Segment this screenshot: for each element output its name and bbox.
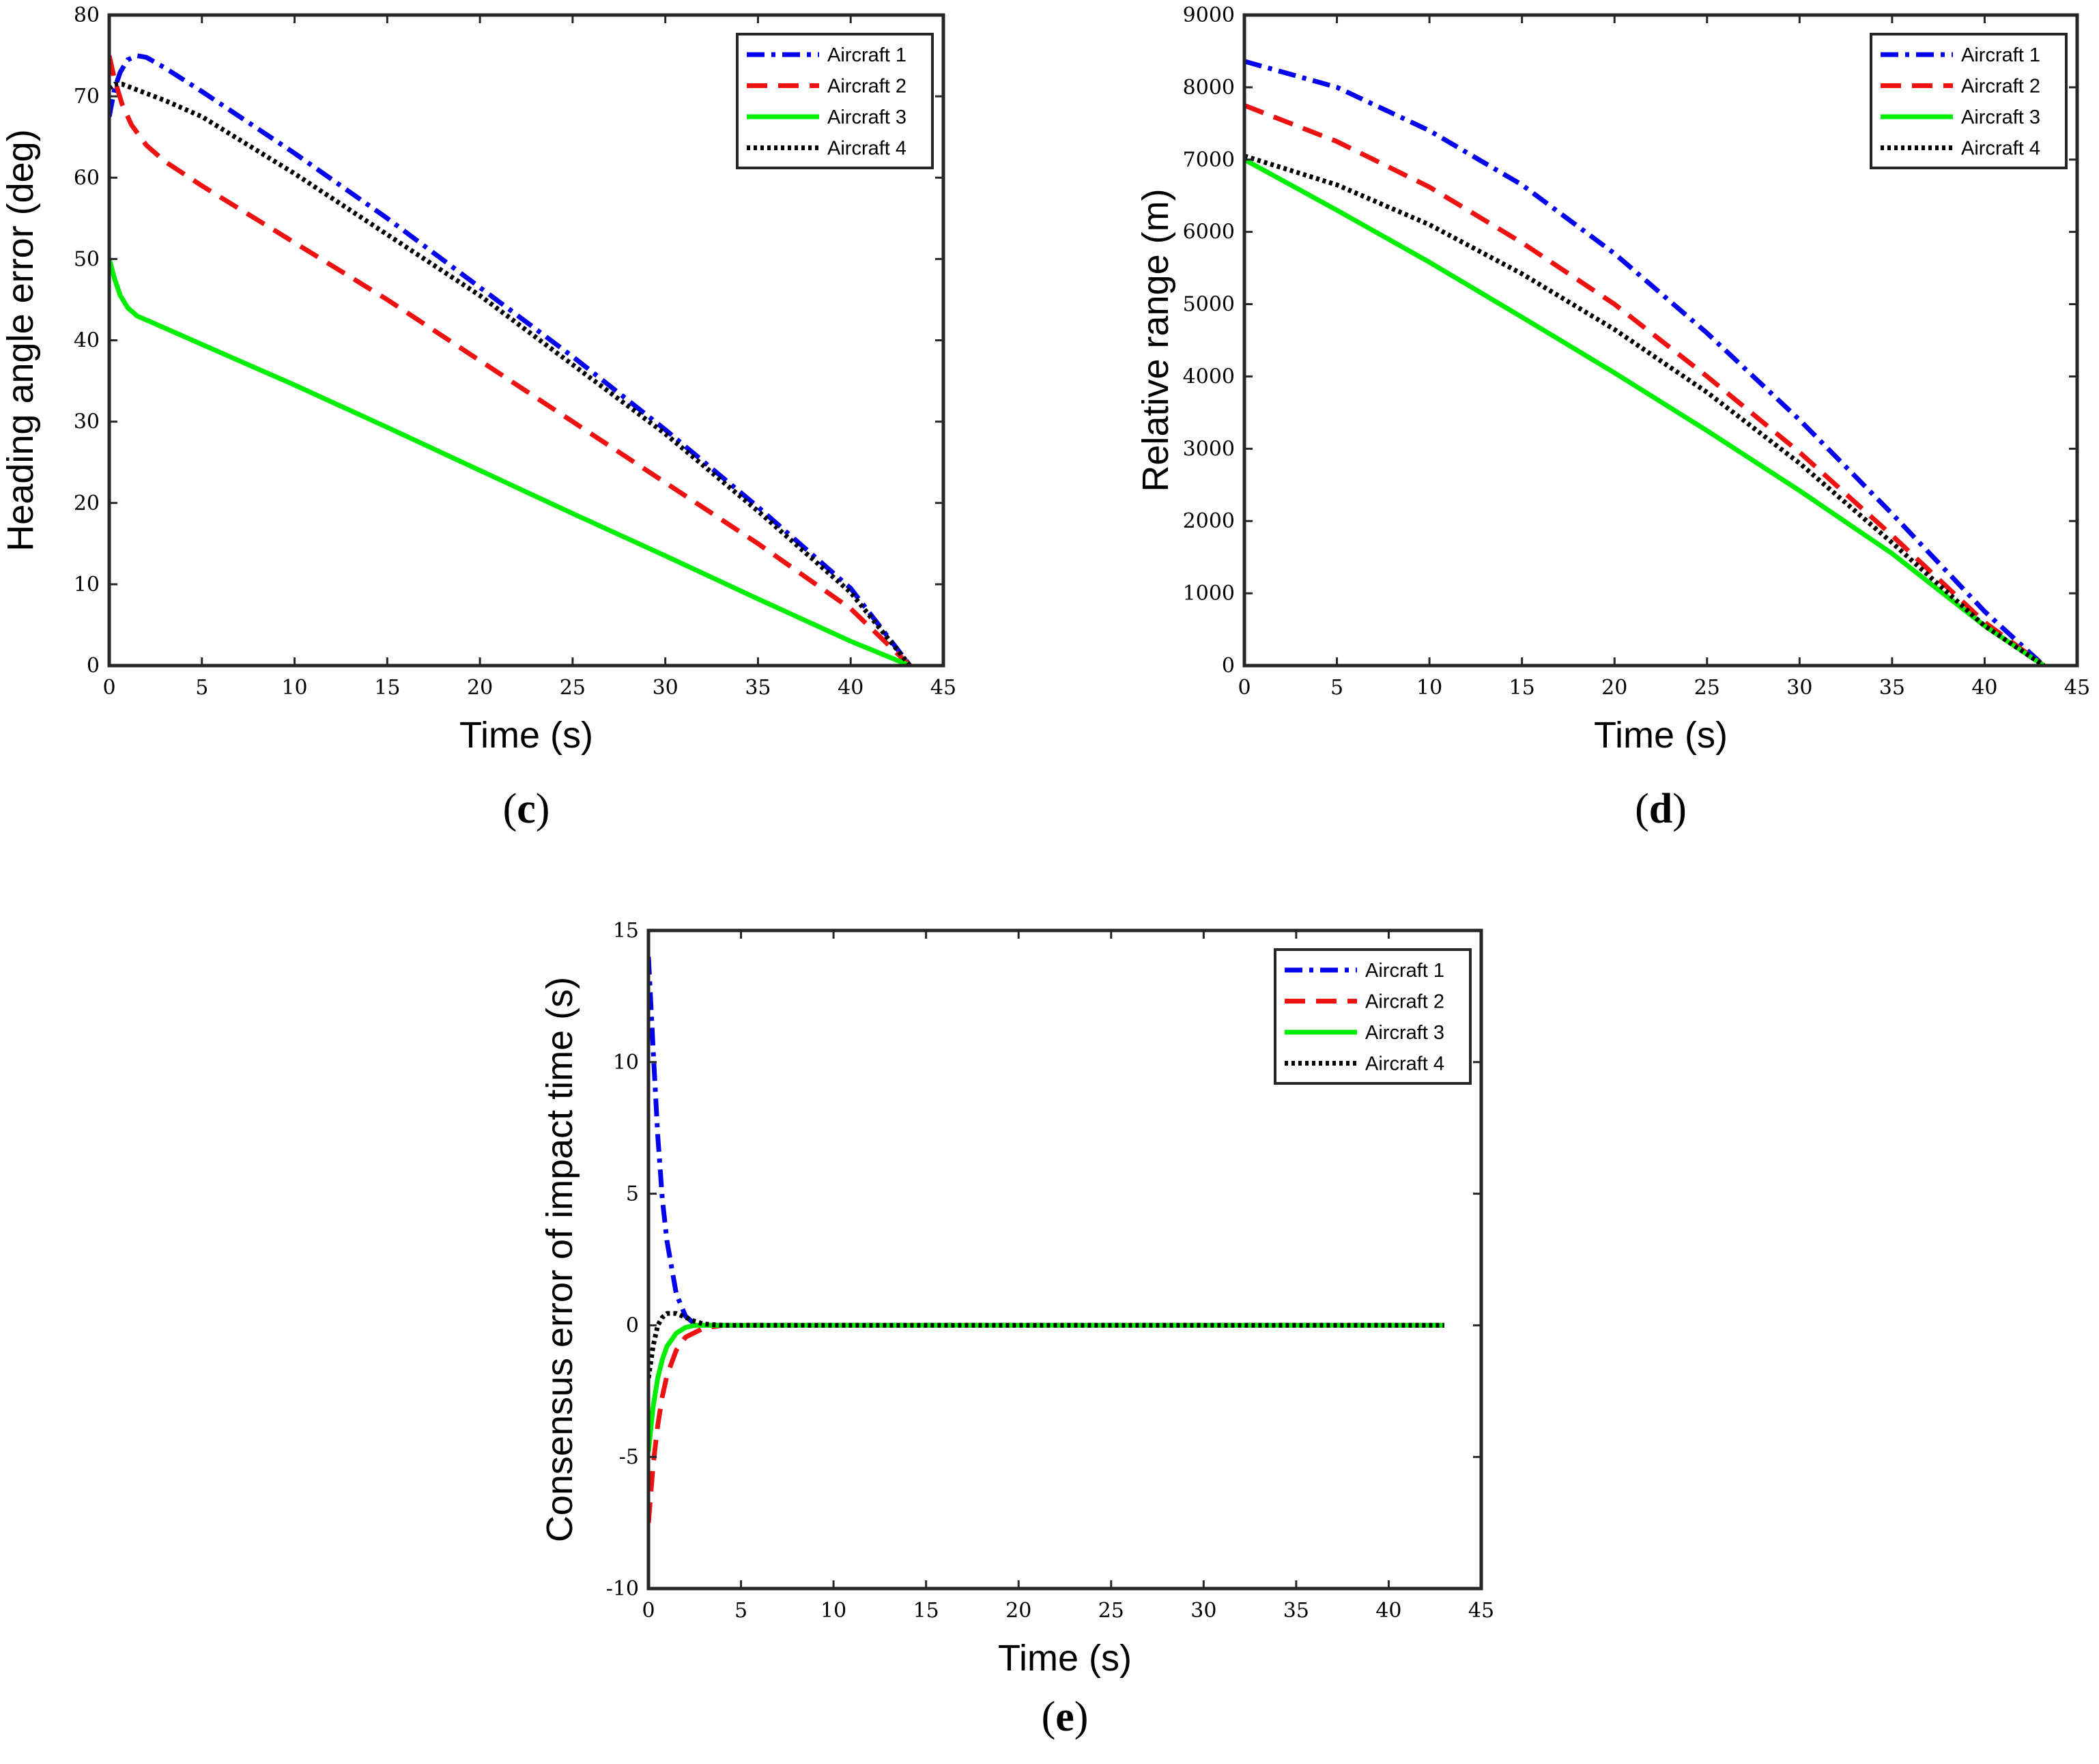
y-tick-label-c: 40 bbox=[74, 329, 100, 353]
plot-area-e bbox=[646, 928, 1483, 1591]
series-line-c-4 bbox=[109, 81, 912, 666]
y-tick-label-c: 20 bbox=[74, 492, 100, 515]
series-line-d-4 bbox=[1244, 154, 2046, 666]
panel-letter-d: d bbox=[1649, 786, 1672, 832]
legend-d: Aircraft 1 Aircraft 2 Aircraft 3 Aircraft 4 bbox=[1870, 33, 2068, 169]
x-tick-label-e: 35 bbox=[1283, 1599, 1309, 1623]
panel-label-e: (e) bbox=[1042, 1694, 1089, 1740]
legend-label-c-1: Aircraft 1 bbox=[827, 44, 906, 66]
y-tick-label-c: 30 bbox=[74, 410, 100, 434]
x-tick-label-c: 15 bbox=[374, 676, 400, 700]
x-tick-label-d: 15 bbox=[1509, 676, 1535, 700]
series-line-d-2 bbox=[1244, 103, 2046, 666]
legend-label-e-4: Aircraft 4 bbox=[1365, 1053, 1444, 1075]
legend-label-c-3: Aircraft 3 bbox=[827, 106, 906, 128]
x-axis-label-e: Time (s) bbox=[998, 1638, 1132, 1679]
x-tick-label-c: 40 bbox=[838, 676, 863, 700]
y-tick-label-c: 50 bbox=[74, 247, 100, 271]
y-tick-label-e: 15 bbox=[613, 919, 639, 943]
legend-label-c-2: Aircraft 2 bbox=[827, 76, 906, 98]
y-tick-label-c: 80 bbox=[74, 3, 100, 27]
y-tick-label-d: 4000 bbox=[1183, 365, 1235, 388]
x-tick-label-d: 40 bbox=[1971, 676, 1997, 700]
x-tick-label-d: 10 bbox=[1416, 676, 1442, 700]
y-tick-label-c: 60 bbox=[74, 166, 100, 190]
y-axis-label-e: Consensus error of impact time (s) bbox=[539, 977, 580, 1542]
legend-label-e-2: Aircraft 2 bbox=[1365, 991, 1444, 1013]
legend-label-e-3: Aircraft 3 bbox=[1365, 1022, 1444, 1044]
x-tick-label-e: 10 bbox=[820, 1599, 846, 1623]
y-tick-label-d: 6000 bbox=[1183, 220, 1235, 244]
panel-letter-e: e bbox=[1055, 1694, 1074, 1740]
x-tick-label-c: 10 bbox=[281, 676, 307, 700]
series-line-e-2 bbox=[648, 1322, 1444, 1523]
x-tick-label-c: 0 bbox=[102, 676, 115, 700]
legend-box-e bbox=[1274, 948, 1472, 1085]
series-line-c-2 bbox=[109, 55, 912, 666]
x-tick-label-c: 5 bbox=[195, 676, 208, 700]
plot-area-d bbox=[1242, 13, 2079, 668]
x-tick-label-c: 35 bbox=[745, 676, 771, 700]
x-tick-label-e: 5 bbox=[734, 1599, 747, 1623]
y-tick-label-c: 10 bbox=[74, 573, 100, 597]
chart-d: 0 5 10 15 20 25 30 35 40 45 0 1000 2000 3000 4000 5000 6… bbox=[1135, 3, 2090, 832]
legend-label-e-1: Aircraft 1 bbox=[1365, 960, 1444, 982]
x-tick-label-d: 30 bbox=[1786, 676, 1812, 700]
y-tick-label-d: 3000 bbox=[1183, 437, 1235, 461]
y-tick-label-e: 0 bbox=[626, 1313, 639, 1337]
panel-label-c: (c) bbox=[503, 786, 550, 832]
y-tick-label-c: 70 bbox=[74, 85, 100, 109]
x-tick-label-e: 25 bbox=[1098, 1599, 1124, 1623]
x-tick-label-d: 35 bbox=[1879, 676, 1905, 700]
y-tick-label-e: -10 bbox=[606, 1577, 639, 1601]
x-axis-label-c: Time (s) bbox=[459, 715, 593, 756]
x-tick-label-d: 20 bbox=[1601, 676, 1627, 700]
y-tick-label-e: 10 bbox=[613, 1051, 639, 1075]
x-tick-label-e: 0 bbox=[642, 1599, 655, 1623]
x-tick-label-e: 40 bbox=[1375, 1599, 1401, 1623]
x-tick-label-e: 45 bbox=[1468, 1599, 1494, 1623]
y-tick-label-d: 7000 bbox=[1183, 148, 1235, 172]
legend-e: Aircraft 1 Aircraft 2 Aircraft 3 Aircraft 4 bbox=[1274, 948, 1472, 1085]
legend-label-d-3: Aircraft 3 bbox=[1961, 106, 2040, 128]
series-line-d-3 bbox=[1244, 157, 2046, 666]
series-line-e-4 bbox=[648, 1311, 1444, 1379]
legend-label-d-4: Aircraft 4 bbox=[1961, 138, 2040, 160]
x-axis-label-d: Time (s) bbox=[1594, 715, 1728, 756]
legend-label-d-1: Aircraft 1 bbox=[1961, 44, 2040, 66]
x-tick-label-d: 25 bbox=[1694, 676, 1720, 700]
panel-letter-c: c bbox=[517, 786, 536, 832]
x-tick-label-d: 0 bbox=[1238, 676, 1251, 700]
series-line-c-3 bbox=[109, 258, 911, 666]
y-tick-label-d: 8000 bbox=[1183, 76, 1235, 100]
panel-label-d: (d) bbox=[1635, 786, 1687, 832]
x-tick-label-e: 20 bbox=[1005, 1599, 1031, 1623]
x-tick-label-c: 30 bbox=[653, 676, 679, 700]
x-tick-label-e: 30 bbox=[1190, 1599, 1216, 1623]
y-tick-label-d: 5000 bbox=[1183, 293, 1235, 317]
x-tick-label-c: 45 bbox=[930, 676, 956, 700]
x-tick-label-d: 5 bbox=[1330, 676, 1343, 700]
x-tick-label-c: 20 bbox=[467, 676, 493, 700]
legend-label-d-2: Aircraft 2 bbox=[1961, 76, 2040, 98]
series-line-e-3 bbox=[648, 1322, 1444, 1452]
y-tick-label-c: 0 bbox=[87, 654, 100, 678]
y-axis-label-c: Heading angle error (deg) bbox=[0, 129, 41, 551]
series-line-d-1 bbox=[1244, 59, 2046, 666]
y-tick-label-e: -5 bbox=[619, 1445, 639, 1469]
legend-label-c-4: Aircraft 4 bbox=[827, 138, 906, 160]
chart-e: 0 5 10 15 20 25 30 35 40 45 -10 -5 0 5 10 15 Time (s) Con… bbox=[539, 919, 1494, 1740]
x-tick-label-d: 45 bbox=[2064, 676, 2090, 700]
x-tick-label-e: 15 bbox=[913, 1599, 939, 1623]
chart-c: 0 5 10 15 20 25 30 35 40 45 0 10 20 30 40 50 60 70 80 Time … bbox=[0, 3, 956, 832]
y-tick-label-d: 9000 bbox=[1183, 3, 1235, 27]
y-tick-label-d: 2000 bbox=[1183, 509, 1235, 533]
y-axis-label-d: Relative range (m) bbox=[1135, 188, 1176, 492]
y-tick-label-d: 1000 bbox=[1183, 582, 1235, 606]
y-tick-label-e: 5 bbox=[626, 1182, 639, 1206]
x-tick-label-c: 25 bbox=[560, 676, 586, 700]
y-tick-label-d: 0 bbox=[1222, 654, 1235, 678]
legend-c: Aircraft 1 Aircraft 2 Aircraft 3 Aircraft 4 bbox=[736, 33, 934, 169]
